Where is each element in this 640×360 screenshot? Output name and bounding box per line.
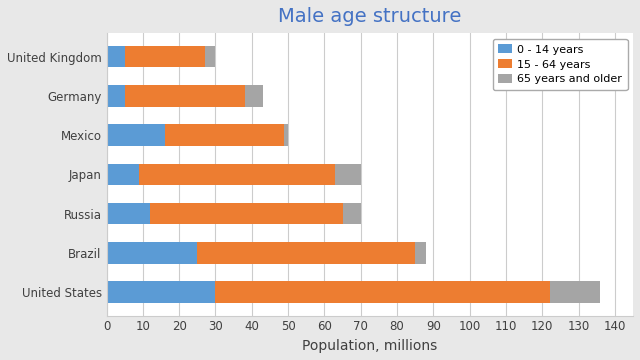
Bar: [150, 203, 342, 224]
Bar: [106, 85, 125, 107]
Bar: [550, 281, 600, 303]
X-axis label: Population, millions: Population, millions: [302, 339, 437, 353]
Bar: [106, 46, 125, 67]
Bar: [205, 46, 216, 67]
Bar: [106, 124, 164, 146]
Bar: [106, 281, 216, 303]
Bar: [342, 203, 361, 224]
Bar: [415, 242, 426, 264]
Bar: [125, 85, 244, 107]
Legend: 0 - 14 years, 15 - 64 years, 65 years and older: 0 - 14 years, 15 - 64 years, 65 years an…: [493, 39, 627, 90]
Bar: [106, 203, 150, 224]
Bar: [335, 163, 361, 185]
Bar: [125, 46, 205, 67]
Bar: [244, 85, 262, 107]
Bar: [216, 281, 550, 303]
Bar: [164, 124, 284, 146]
Bar: [106, 163, 140, 185]
Title: Male age structure: Male age structure: [278, 7, 461, 26]
Bar: [106, 242, 197, 264]
Bar: [197, 242, 415, 264]
Bar: [140, 163, 335, 185]
Bar: [284, 124, 288, 146]
